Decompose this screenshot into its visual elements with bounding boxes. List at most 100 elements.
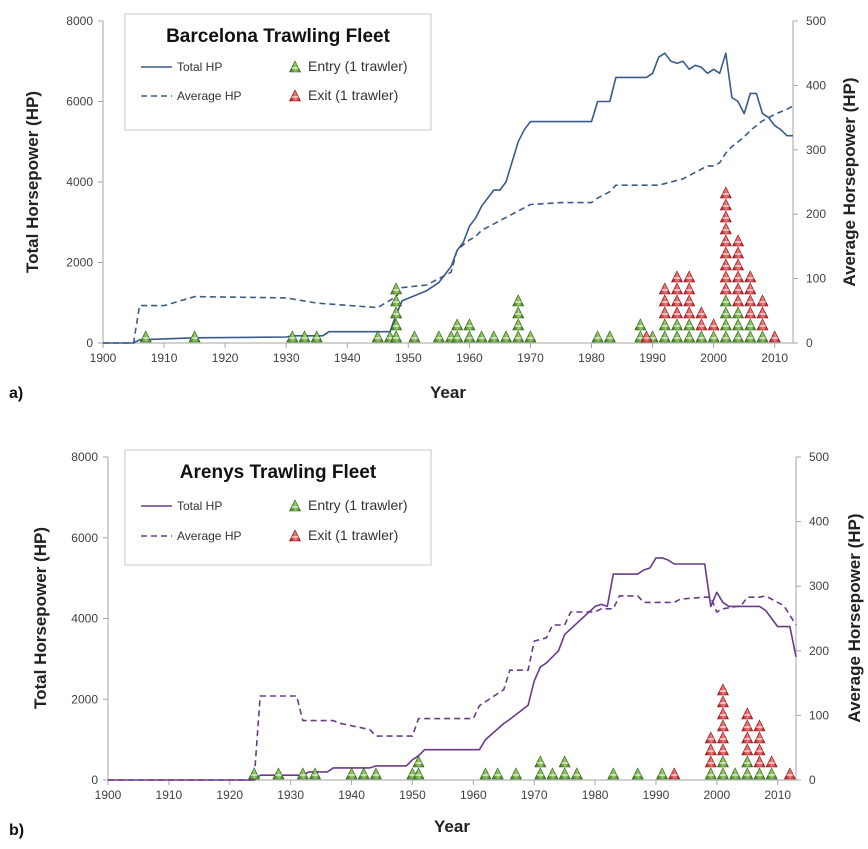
entry-marker [451, 330, 464, 343]
exit-marker [670, 306, 683, 319]
entry-marker-shape [704, 767, 717, 780]
exit-marker-shape [640, 330, 653, 343]
exit-marker [716, 731, 729, 744]
legend-exit-icon [289, 89, 301, 102]
y-axis-left-title: Total Horsepower (HP) [23, 91, 42, 273]
exit-marker-shape [670, 294, 683, 307]
entry-marker-shape [272, 767, 285, 780]
entry-marker [345, 767, 358, 780]
entry-marker [719, 294, 732, 307]
y-left-tick-label: 4000 [66, 175, 93, 189]
exit-marker [768, 330, 781, 343]
entry-marker-shape [432, 330, 445, 343]
x-tick-label: 2000 [700, 351, 727, 365]
y-axis-right-title: Average Horsepower (HP) [845, 513, 864, 722]
entry-marker [719, 306, 732, 319]
x-tick-label: 1940 [338, 788, 365, 802]
entry-marker-shape [509, 767, 522, 780]
y-right-tick-label: 400 [806, 78, 826, 92]
entry-marker [296, 767, 309, 780]
entry-marker-shape [603, 330, 616, 343]
entry-marker-shape [390, 318, 403, 331]
exit-marker-shape [670, 282, 683, 295]
entry-marker-shape [512, 330, 525, 343]
x-axis-title: Year [434, 817, 470, 836]
y-right-tick-label: 300 [806, 143, 826, 157]
legend-box [124, 449, 432, 566]
entry-marker-shape [756, 330, 769, 343]
exit-marker [756, 306, 769, 319]
entry-marker [658, 330, 671, 343]
x-tick-label: 1900 [95, 788, 122, 802]
entry-marker-shape [719, 294, 732, 307]
entry-marker-shape [248, 767, 261, 780]
x-tick-label: 2000 [703, 788, 730, 802]
exit-marker [732, 270, 745, 283]
y-right-tick-label: 100 [806, 272, 826, 286]
exit-marker [716, 743, 729, 756]
entry-marker [451, 318, 464, 331]
entry-marker [463, 330, 476, 343]
y-left-tick-label: 4000 [71, 612, 98, 626]
entry-marker-shape [546, 767, 559, 780]
entry-marker [631, 767, 644, 780]
exit-marker-shape [704, 731, 717, 744]
exit-marker-shape [658, 294, 671, 307]
entry-marker [756, 330, 769, 343]
average-hp-line [108, 595, 797, 781]
exit-marker [732, 234, 745, 247]
entry-marker-shape [298, 330, 311, 343]
entry-marker-shape [451, 330, 464, 343]
y-right-tick-label: 0 [809, 773, 816, 787]
exit-marker [744, 270, 757, 283]
entry-marker-shape [719, 330, 732, 343]
exit-marker-shape [707, 318, 720, 331]
legend-average-label: Average HP [177, 529, 241, 543]
entry-marker [558, 755, 571, 768]
entry-marker [670, 318, 683, 331]
entry-marker [298, 330, 311, 343]
exit-marker [744, 294, 757, 307]
entry-marker-shape [451, 318, 464, 331]
entry-marker-shape [524, 330, 537, 343]
exit-marker [716, 719, 729, 732]
x-tick-label: 1930 [273, 351, 300, 365]
exit-marker-shape [744, 282, 757, 295]
legend-entry-icon [289, 499, 301, 512]
entry-marker-shape [741, 755, 754, 768]
entry-marker-shape [479, 767, 492, 780]
entry-marker [656, 767, 669, 780]
exit-marker [732, 294, 745, 307]
entry-marker-shape [408, 330, 421, 343]
exit-marker-shape [753, 743, 766, 756]
entry-marker-shape [512, 318, 525, 331]
y-left-tick-label: 2000 [66, 256, 93, 270]
exit-marker [683, 282, 696, 295]
x-axis-title: Year [430, 383, 466, 402]
entry-marker [390, 330, 403, 343]
x-tick-label: 1960 [460, 788, 487, 802]
legend-entry-icon [289, 60, 301, 73]
entry-marker-shape [732, 306, 745, 319]
exit-marker [670, 294, 683, 307]
exit-marker [719, 210, 732, 223]
y-axis-right-title: Average Horsepower (HP) [840, 77, 859, 286]
exit-marker-shape [683, 282, 696, 295]
entry-marker-shape [658, 318, 671, 331]
exit-marker [658, 294, 671, 307]
exit-marker [753, 743, 766, 756]
y-right-tick-label: 200 [809, 644, 829, 658]
entry-marker [463, 318, 476, 331]
entry-marker-shape [534, 767, 547, 780]
exit-marker-shape [719, 270, 732, 283]
exit-marker [732, 258, 745, 271]
entry-marker [744, 330, 757, 343]
exit-marker-shape [716, 683, 729, 696]
entry-marker-shape [390, 282, 403, 295]
exit-marker [719, 198, 732, 211]
legend-entry-label: Entry (1 trawler) [308, 58, 408, 74]
entry-marker [732, 330, 745, 343]
entry-marker [695, 330, 708, 343]
exit-marker-shape [732, 246, 745, 259]
exit-marker [783, 767, 796, 780]
